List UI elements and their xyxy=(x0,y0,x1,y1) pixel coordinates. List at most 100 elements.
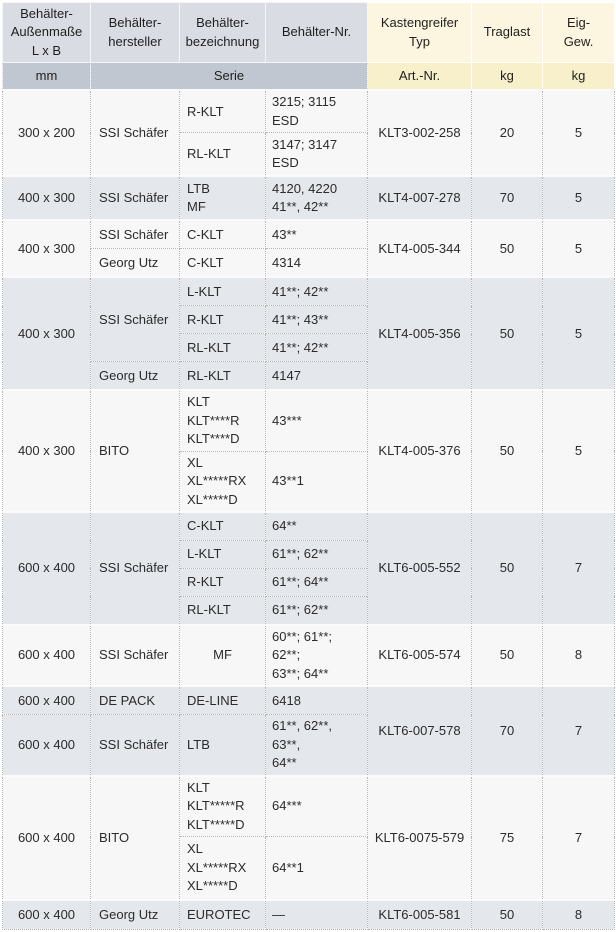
nr-cell: 4314 xyxy=(265,248,368,278)
table-row: RL-KLT 41**; 42** xyxy=(3,333,615,363)
nr-cell: 43**1 xyxy=(265,450,368,513)
table-row: Georg Utz RL-KLT 4147 xyxy=(3,361,615,391)
header-aussenmasse: Behälter- Außenmaße L x B xyxy=(2,1,91,64)
size-cell: 600 x 400 xyxy=(2,714,91,777)
maker-cell: SSI Schäfer xyxy=(90,175,180,221)
size-cell: 600 x 400 xyxy=(2,685,91,716)
bezeichnung-cell: C-KLT xyxy=(179,219,266,250)
header-traglast: Traglast xyxy=(471,1,543,64)
bezeichnung-cell: KLT KLT****R KLT****D xyxy=(179,389,266,452)
size-cell: 400 x 300 xyxy=(2,219,91,278)
traglast-cell: 50 xyxy=(471,510,543,626)
unit-kg-traglast: kg xyxy=(471,62,543,91)
nr-cell: 3215; 3115 ESD xyxy=(265,89,368,134)
header-eigengewicht: Eig- Gew. xyxy=(542,1,615,64)
nr-cell: 41**; 42** xyxy=(265,333,368,363)
nr-cell: 41**; 42** xyxy=(265,276,368,307)
bezeichnung-cell: EUROTEC xyxy=(179,899,266,931)
traglast-cell: 50 xyxy=(471,389,543,513)
table-row: 600 x 400 SSI Schäfer LTB 61**, 62**, 63… xyxy=(2,714,615,777)
gewicht-cell: 7 xyxy=(542,774,615,901)
maker-cell: BITO xyxy=(90,774,180,901)
typ-cell: KLT6-0075-579 xyxy=(367,774,472,901)
typ-cell: KLT4-005-356 xyxy=(367,276,472,391)
traglast-cell: 50 xyxy=(471,623,543,687)
unit-kg-gewicht: kg xyxy=(542,62,615,91)
header-hersteller: Behälter- hersteller xyxy=(90,1,180,64)
bezeichnung-cell: RL-KLT xyxy=(179,132,266,177)
table-row: 600 x 400 BITO KLT KLT*****R KLT*****D 6… xyxy=(2,774,615,901)
bezeichnung-cell: LTB MF xyxy=(179,175,266,221)
table-row: 400 x 300 SSI Schäfer C-KLT 43** KLT4-00… xyxy=(2,219,615,278)
unit-art-nr: Art.-Nr. xyxy=(367,62,472,91)
size-cell: 600 x 400 xyxy=(2,510,91,626)
table-row: 400 x 300 SSI Schäfer LTB MF 4120, 4220 … xyxy=(2,175,615,221)
nr-cell: 64*** xyxy=(265,774,368,838)
size-cell: 600 x 400 xyxy=(2,774,91,901)
maker-cell: DE PACK xyxy=(90,685,180,716)
nr-cell: 60**; 61**; 62**; 63**; 64** xyxy=(265,623,368,687)
header-bezeichnung: Behälter- bezeichnung xyxy=(179,1,266,64)
maker-cell: BITO xyxy=(90,389,180,513)
size-cell: 400 x 300 xyxy=(2,389,91,513)
size-cell: 400 x 300 xyxy=(2,276,91,391)
bezeichnung-cell: RL-KLT xyxy=(179,333,266,363)
maker-cell: SSI Schäfer xyxy=(90,276,180,363)
nr-cell: 61**; 62** xyxy=(265,595,368,626)
nr-cell: 41**; 43** xyxy=(265,305,368,335)
typ-cell: KLT4-005-344 xyxy=(367,219,472,278)
gewicht-cell: 8 xyxy=(542,899,615,931)
maker-cell: SSI Schäfer xyxy=(90,89,180,177)
nr-cell: 64** xyxy=(265,511,368,541)
nr-cell: 6418 xyxy=(265,685,368,716)
traglast-cell: 70 xyxy=(471,685,543,777)
maker-cell: SSI Schäfer xyxy=(90,219,180,250)
nr-cell: 61**; 64** xyxy=(265,567,368,597)
bezeichnung-cell: R-KLT xyxy=(179,567,266,597)
traglast-cell: 50 xyxy=(471,899,543,931)
maker-cell: Georg Utz xyxy=(90,899,180,931)
size-cell: 300 x 200 xyxy=(2,89,91,177)
traglast-cell: 75 xyxy=(471,774,543,901)
bezeichnung-cell: C-KLT xyxy=(179,248,266,278)
bezeichnung-cell: KLT KLT*****R KLT*****D xyxy=(179,774,266,838)
bezeichnung-cell: LTB xyxy=(179,714,266,777)
nr-cell: 43*** xyxy=(265,389,368,452)
table-row: RL-KLT 3147; 3147 ESD xyxy=(3,132,615,177)
table-row: L-KLT 61**; 62** xyxy=(3,539,615,569)
nr-cell: 61**, 62**, 63**, 64** xyxy=(265,714,368,777)
traglast-cell: 20 xyxy=(471,89,543,177)
gewicht-cell: 5 xyxy=(542,219,615,278)
typ-cell: KLT6-005-581 xyxy=(367,899,472,931)
traglast-cell: 50 xyxy=(471,276,543,391)
bezeichnung-cell: MF xyxy=(179,623,266,687)
bezeichnung-cell: C-KLT xyxy=(179,511,266,541)
table-row: 600 x 400 DE PACK DE-LINE 6418 KLT6-007-… xyxy=(2,685,615,777)
nr-cell: — xyxy=(265,899,368,931)
typ-cell: KLT6-005-552 xyxy=(367,510,472,626)
table-row: R-KLT 61**; 64** xyxy=(3,567,615,597)
gewicht-cell: 7 xyxy=(542,510,615,626)
typ-cell: KLT6-007-578 xyxy=(367,685,472,777)
typ-cell: KLT6-005-574 xyxy=(367,623,472,687)
gewicht-cell: 7 xyxy=(542,685,615,777)
table-row: 400 x 300 BITO KLT KLT****R KLT****D 43*… xyxy=(2,389,615,513)
size-cell: 600 x 400 xyxy=(2,899,91,931)
maker-cell: SSI Schäfer xyxy=(90,714,180,777)
gewicht-cell: 5 xyxy=(542,175,615,221)
bezeichnung-cell: RL-KLT xyxy=(179,361,266,391)
table-row: RL-KLT 61**; 62** xyxy=(3,595,615,626)
bezeichnung-cell: XL XL*****RX XL*****D xyxy=(179,836,266,901)
traglast-cell: 50 xyxy=(471,219,543,278)
unit-serie: Serie xyxy=(90,62,368,91)
gewicht-cell: 5 xyxy=(542,89,615,177)
typ-cell: KLT4-005-376 xyxy=(367,389,472,513)
gewicht-cell: 5 xyxy=(542,389,615,513)
bezeichnung-cell: L-KLT xyxy=(179,276,266,307)
size-cell: 400 x 300 xyxy=(2,175,91,221)
size-cell: 600 x 400 xyxy=(2,623,91,687)
table-row: 400 x 300 SSI Schäfer L-KLT 41**; 42** K… xyxy=(2,276,615,391)
table-row: R-KLT 41**; 43** xyxy=(3,305,615,335)
